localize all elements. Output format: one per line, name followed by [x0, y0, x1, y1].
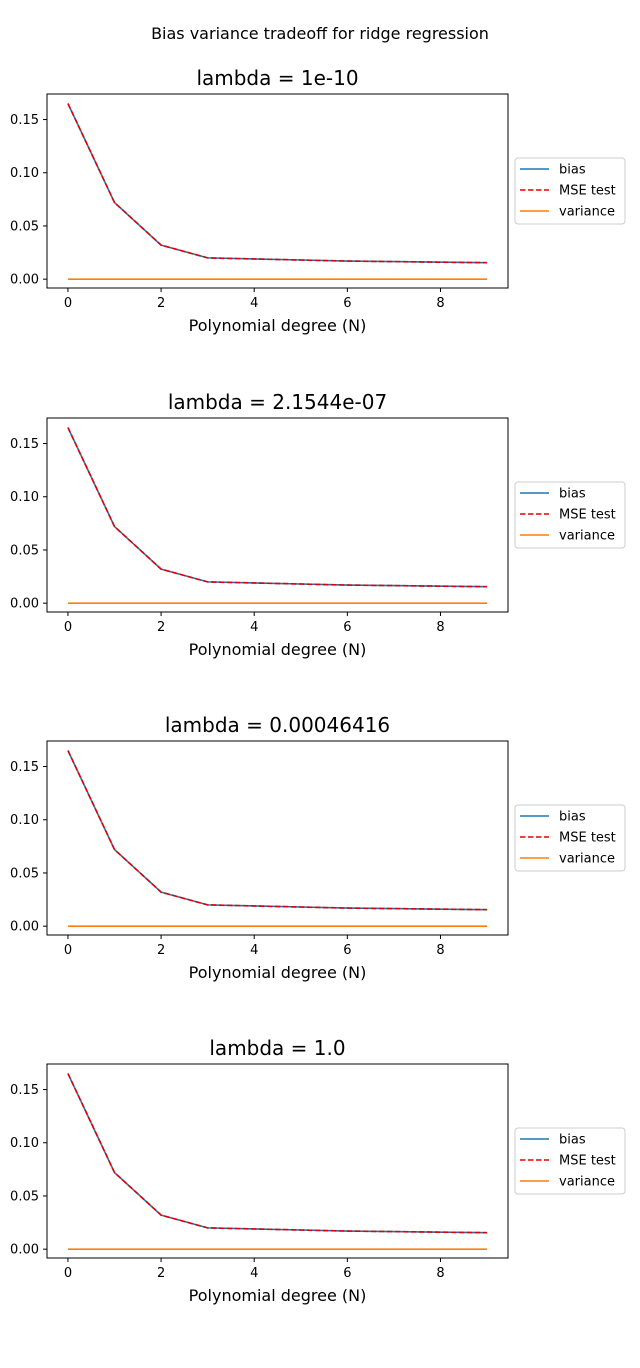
legend-label: variance: [559, 852, 615, 867]
y-tick-label: 0.15: [10, 1083, 39, 1098]
x-tick-label: 0: [64, 296, 72, 311]
series-line-mse-test: [67, 103, 488, 264]
series-line-mse-test: [67, 427, 488, 588]
y-tick-label: 0.00: [10, 1243, 39, 1258]
subplot-title: lambda = 1.0: [209, 1036, 345, 1060]
subplot-3: lambda = 0.00046416 0.00 0.05 0.10 0.15 0 2 4 6 8…: [10, 713, 626, 982]
legend-label: MSE test: [559, 1154, 616, 1169]
x-tick-label: 8: [436, 943, 444, 958]
legend-label: bias: [559, 810, 586, 825]
legend-label: bias: [559, 1133, 586, 1148]
x-tick-label: 4: [250, 943, 258, 958]
series-line-mse-test: [67, 1073, 488, 1234]
axes-frame: [46, 1063, 509, 1259]
legend: bias MSE test variance: [514, 157, 626, 225]
series-line-bias: [67, 750, 488, 911]
legend-label: bias: [559, 487, 586, 502]
legend-frame: [514, 481, 626, 549]
legend: bias MSE test variance: [514, 481, 626, 549]
subplot-2: lambda = 2.1544e-07 0.00 0.05 0.10 0.15 0 2 4 6 8…: [10, 390, 626, 659]
axes-frame: [46, 93, 509, 289]
x-tick-label: 8: [436, 1266, 444, 1281]
x-tick-label: 4: [250, 296, 258, 311]
x-tick-label: 2: [157, 943, 165, 958]
x-tick-label: 4: [250, 620, 258, 635]
axes-frame: [46, 740, 509, 936]
subplot-title: lambda = 2.1544e-07: [168, 390, 387, 414]
x-tick-label: 2: [157, 1266, 165, 1281]
y-tick-label: 0.00: [10, 273, 39, 288]
x-tick-label: 4: [250, 1266, 258, 1281]
legend-label: bias: [559, 163, 586, 178]
legend-label: MSE test: [559, 184, 616, 199]
y-tick-label: 0.15: [10, 437, 39, 452]
subplot-1: lambda = 1e-10 0.00 0.05 0.10 0.15 0 2 4 6 8 Polyn…: [10, 66, 626, 335]
legend: bias MSE test variance: [514, 1127, 626, 1195]
legend-frame: [514, 1127, 626, 1195]
y-tick-label: 0.10: [10, 813, 39, 828]
legend-label: variance: [559, 529, 615, 544]
series-line-mse-test: [67, 750, 488, 911]
legend-label: MSE test: [559, 831, 616, 846]
x-tick-label: 6: [343, 1266, 351, 1281]
legend-label: MSE test: [559, 508, 616, 523]
y-tick-label: 0.00: [10, 920, 39, 935]
subplot-title: lambda = 0.00046416: [165, 713, 390, 737]
legend-frame: [514, 804, 626, 872]
x-tick-label: 0: [64, 943, 72, 958]
y-tick-label: 0.00: [10, 597, 39, 612]
x-tick-label: 6: [343, 296, 351, 311]
x-tick-label: 2: [157, 620, 165, 635]
y-tick-label: 0.05: [10, 1189, 39, 1204]
x-tick-label: 8: [436, 620, 444, 635]
x-axis-label: Polynomial degree (N): [189, 1286, 367, 1305]
x-tick-label: 2: [157, 296, 165, 311]
x-tick-label: 8: [436, 296, 444, 311]
y-tick-label: 0.05: [10, 543, 39, 558]
subplot-title: lambda = 1e-10: [196, 66, 358, 90]
subplot-4: lambda = 1.0 0.00 0.05 0.10 0.15 0 2 4 6 8 Polynom…: [10, 1036, 626, 1305]
figure-suptitle: Bias variance tradeoff for ridge regress…: [151, 24, 489, 43]
x-axis-label: Polynomial degree (N): [189, 963, 367, 982]
x-tick-label: 6: [343, 943, 351, 958]
y-tick-label: 0.15: [10, 113, 39, 128]
y-tick-label: 0.10: [10, 1136, 39, 1151]
series-line-bias: [67, 103, 488, 264]
y-tick-label: 0.05: [10, 866, 39, 881]
series-line-bias: [67, 427, 488, 588]
x-tick-label: 6: [343, 620, 351, 635]
legend-label: variance: [559, 205, 615, 220]
legend-label: variance: [559, 1175, 615, 1190]
axes-frame: [46, 417, 509, 613]
x-tick-label: 0: [64, 1266, 72, 1281]
y-tick-label: 0.05: [10, 219, 39, 234]
x-axis-label: Polynomial degree (N): [189, 640, 367, 659]
x-tick-label: 0: [64, 620, 72, 635]
legend-frame: [514, 157, 626, 225]
x-axis-label: Polynomial degree (N): [189, 316, 367, 335]
legend: bias MSE test variance: [514, 804, 626, 872]
y-tick-label: 0.10: [10, 490, 39, 505]
y-tick-label: 0.15: [10, 760, 39, 775]
y-tick-label: 0.10: [10, 166, 39, 181]
series-line-bias: [67, 1073, 488, 1234]
